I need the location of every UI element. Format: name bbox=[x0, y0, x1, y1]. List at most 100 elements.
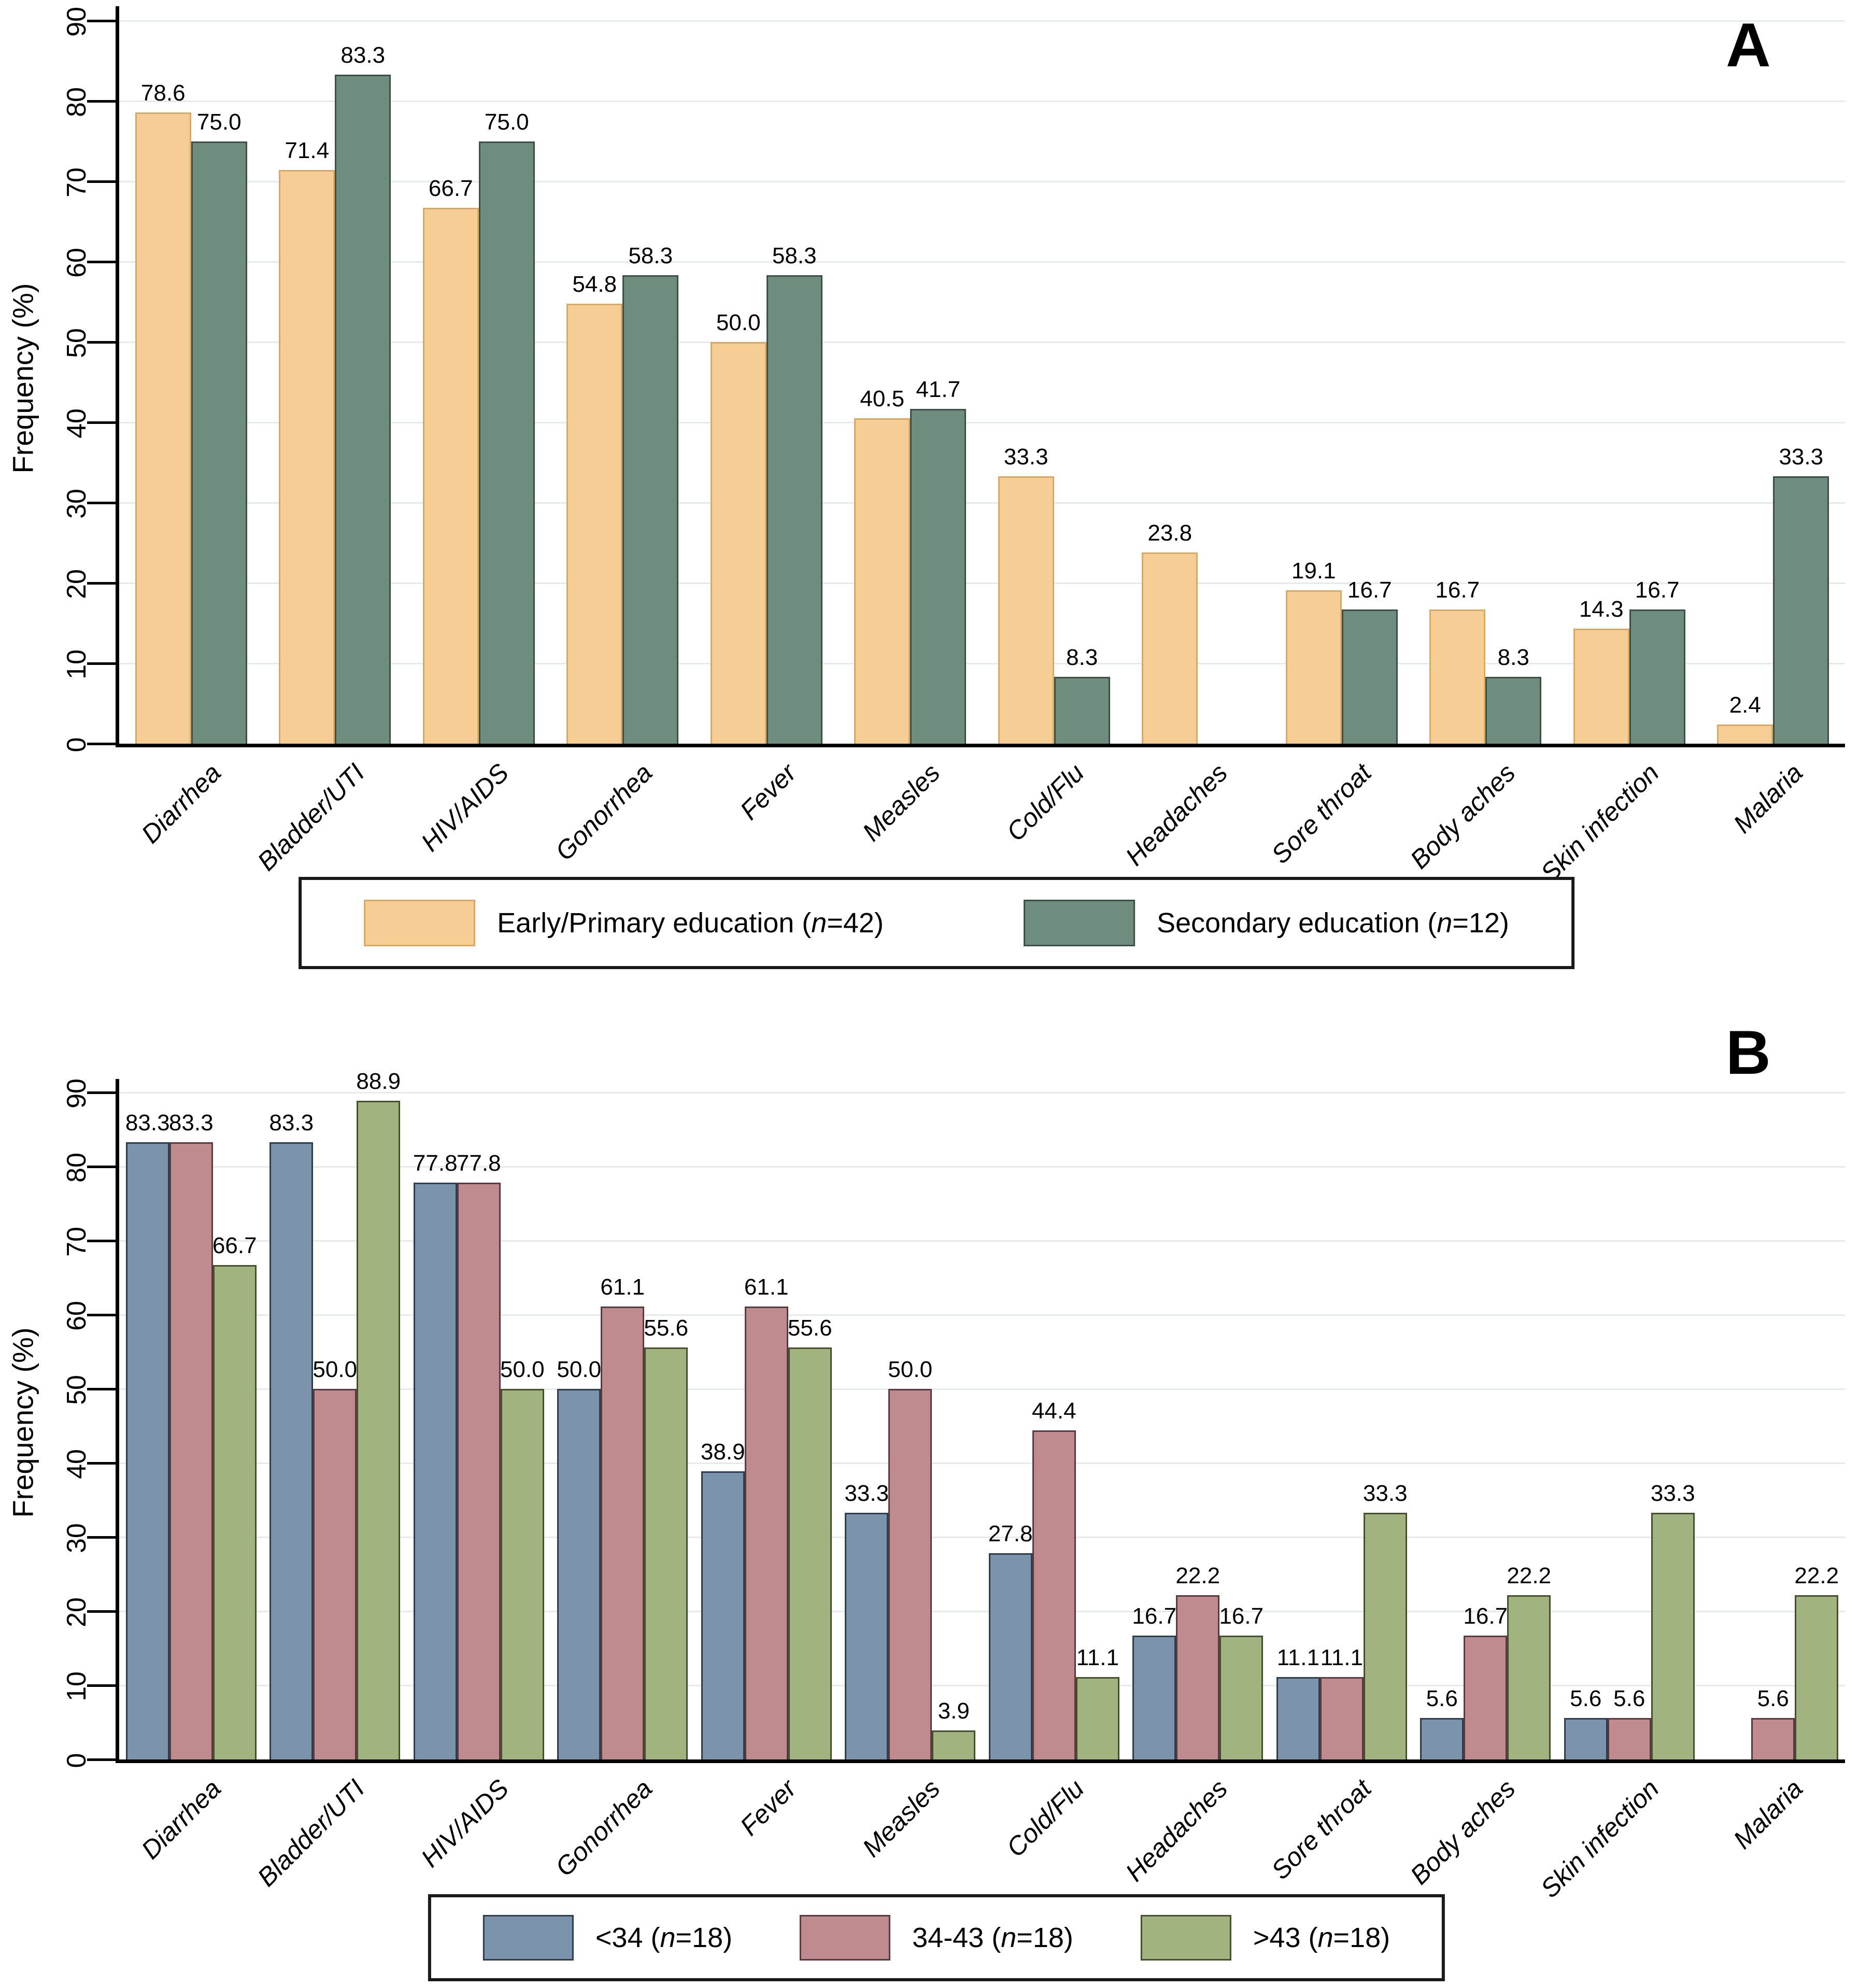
bar-value-label: 22.2 bbox=[1794, 1563, 1839, 1588]
bar-value-label: 50.0 bbox=[716, 310, 761, 335]
bar bbox=[1464, 1636, 1508, 1759]
bar bbox=[601, 1307, 645, 1759]
y-tick bbox=[87, 1461, 116, 1465]
bar-value-label: 33.3 bbox=[1363, 1480, 1408, 1506]
y-tick-label-text: 40 bbox=[62, 1449, 92, 1479]
bar bbox=[1651, 1512, 1695, 1759]
bar bbox=[1142, 552, 1198, 744]
bar bbox=[1564, 1717, 1608, 1759]
bar bbox=[413, 1183, 457, 1759]
gridline bbox=[119, 100, 1845, 102]
bar bbox=[191, 141, 247, 744]
y-tick-label-text: 90 bbox=[62, 7, 92, 37]
bar-value-label: 66.7 bbox=[212, 1233, 257, 1259]
bar bbox=[845, 1512, 889, 1759]
bar-value-label: 16.7 bbox=[1435, 577, 1480, 603]
legend-item-label: >43 (n=18) bbox=[1253, 1922, 1390, 1953]
y-tick-label-text: 90 bbox=[62, 1078, 92, 1109]
bar bbox=[788, 1347, 832, 1759]
bar-value-label: 5.6 bbox=[1757, 1685, 1789, 1711]
x-category-label-text: Gonorrhea bbox=[549, 1773, 658, 1882]
gridline bbox=[119, 1610, 1845, 1612]
bar-value-label: 66.7 bbox=[428, 176, 473, 202]
bar-value-label: 41.7 bbox=[916, 376, 961, 402]
bar bbox=[1032, 1430, 1076, 1759]
bar-value-label: 88.9 bbox=[356, 1068, 401, 1094]
y-tick bbox=[87, 19, 116, 22]
y-tick-label-text: 60 bbox=[62, 1301, 92, 1331]
bar bbox=[169, 1142, 213, 1759]
y-tick bbox=[87, 1758, 116, 1761]
bar bbox=[279, 170, 335, 744]
bar bbox=[888, 1389, 932, 1759]
bar-value-label: 61.1 bbox=[600, 1274, 645, 1300]
bar-value-label: 50.0 bbox=[557, 1357, 602, 1382]
bar-value-label: 50.0 bbox=[888, 1357, 933, 1382]
bar-value-label: 16.7 bbox=[1132, 1603, 1177, 1629]
y-tick bbox=[87, 421, 116, 424]
panel-a-label: A bbox=[1726, 10, 1771, 80]
bar bbox=[1629, 609, 1685, 744]
bar-value-label: 11.1 bbox=[1276, 1645, 1319, 1671]
bar-value-label: 58.3 bbox=[772, 243, 817, 269]
legend-entry: 34-43 (n=18) bbox=[800, 1915, 1073, 1961]
bar-value-label: 54.8 bbox=[572, 271, 617, 297]
bar bbox=[457, 1183, 501, 1759]
y-tick bbox=[87, 260, 116, 263]
y-tick-label-text: 70 bbox=[62, 1227, 92, 1257]
bar-value-label: 78.6 bbox=[140, 80, 186, 106]
legend-item-label: 34-43 (n=18) bbox=[912, 1922, 1073, 1953]
bar bbox=[1485, 677, 1542, 744]
y-tick bbox=[87, 180, 116, 183]
x-category-label-text: HIV/AIDS bbox=[415, 1773, 515, 1873]
gridline bbox=[119, 20, 1845, 22]
bar bbox=[1285, 590, 1342, 744]
y-tick-label-text: 20 bbox=[62, 1597, 92, 1627]
bar bbox=[910, 408, 967, 744]
bar-value-label: 3.9 bbox=[938, 1698, 970, 1724]
legend-a: Early/Primary education (n=42) Secondary … bbox=[299, 877, 1574, 969]
legend-swatch bbox=[1023, 900, 1135, 946]
bar bbox=[644, 1347, 688, 1759]
bar bbox=[566, 303, 623, 744]
y-tick bbox=[87, 1239, 116, 1242]
bar bbox=[1363, 1512, 1407, 1759]
gridline bbox=[119, 502, 1845, 504]
bar-value-label: 50.0 bbox=[500, 1357, 545, 1382]
y-axis-line bbox=[116, 1079, 119, 1763]
x-category-label-text: Body aches bbox=[1404, 1773, 1521, 1891]
bar bbox=[988, 1553, 1032, 1759]
legend-swatch bbox=[364, 900, 476, 946]
gridline bbox=[119, 1240, 1845, 1242]
y-tick bbox=[87, 501, 116, 504]
bar bbox=[1773, 476, 1829, 744]
x-category-label-text: Bladder/UTI bbox=[252, 1773, 371, 1892]
bar-value-label: 14.3 bbox=[1579, 597, 1624, 622]
gridline bbox=[119, 261, 1845, 263]
bar bbox=[701, 1471, 745, 1759]
y-tick-label-text: 50 bbox=[62, 1375, 92, 1405]
bar-value-label: 58.3 bbox=[628, 243, 673, 269]
y-tick bbox=[87, 1684, 116, 1687]
gridline bbox=[119, 341, 1845, 343]
gridline bbox=[119, 662, 1845, 664]
bar bbox=[1507, 1595, 1551, 1759]
y-tick bbox=[87, 742, 116, 745]
legend-item-label: Secondary education (n=12) bbox=[1156, 907, 1509, 939]
bar bbox=[557, 1389, 601, 1759]
x-axis-line bbox=[116, 744, 1845, 747]
bar bbox=[1075, 1677, 1119, 1759]
gridline bbox=[119, 1684, 1845, 1686]
gridline bbox=[119, 582, 1845, 584]
bar-value-label: 75.0 bbox=[484, 109, 529, 135]
x-category-label-text: Malaria bbox=[1728, 1773, 1809, 1855]
y-tick bbox=[87, 662, 116, 665]
legend-item-label: <34 (n=18) bbox=[595, 1922, 733, 1953]
bar-value-label: 77.8 bbox=[456, 1151, 501, 1176]
bar-value-label: 61.1 bbox=[744, 1274, 789, 1300]
bar bbox=[500, 1389, 544, 1759]
gridline bbox=[119, 1314, 1845, 1316]
gridline bbox=[119, 1091, 1845, 1094]
bar-value-label: 16.7 bbox=[1463, 1603, 1508, 1629]
bar-value-label: 83.3 bbox=[125, 1110, 170, 1135]
